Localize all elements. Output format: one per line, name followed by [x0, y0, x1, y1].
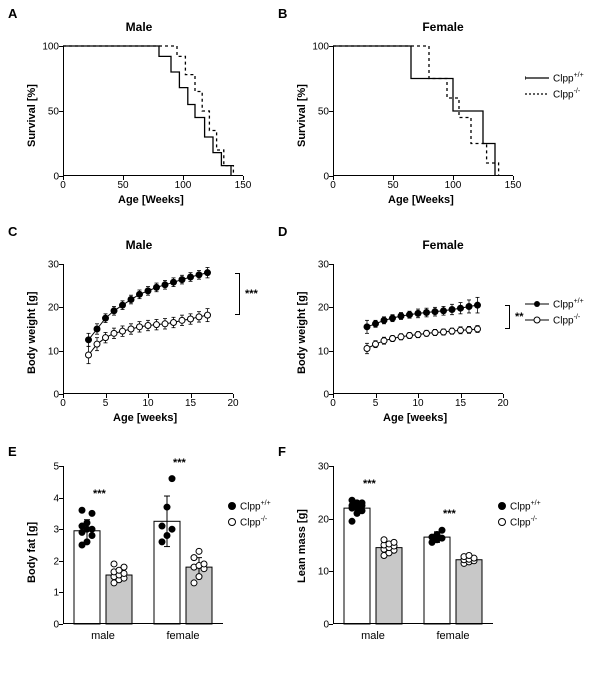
x-tick: 15 — [176, 398, 206, 409]
chart-title: Female — [278, 238, 608, 252]
solid-closed-dot-icon — [525, 298, 549, 310]
x-tick: 150 — [498, 180, 528, 191]
legend-label: Clpp+/+ — [240, 500, 271, 512]
chart-title: Male — [8, 20, 270, 34]
x-tick: 0 — [318, 180, 348, 191]
x-tick: 100 — [168, 180, 198, 191]
x-tick: 0 — [318, 398, 348, 409]
axes — [63, 46, 243, 176]
legend-wt-dot-line: Clpp+/+ — [525, 298, 584, 310]
legend-ko-line: Clpp-/- — [525, 88, 580, 100]
chart-title: Female — [278, 20, 608, 34]
legend-ko-dot-line: Clpp-/- — [525, 314, 580, 326]
chart-title: Male — [8, 238, 270, 252]
weight-male-panel: MaleBody weight [g]Age [weeks]0102030051… — [8, 226, 270, 416]
x-tick: 15 — [446, 398, 476, 409]
survival-female-panel: FemaleSurvival [%]Age [Weeks]05010005010… — [278, 8, 608, 198]
x-tick: 5 — [361, 398, 391, 409]
x-tick: 100 — [438, 180, 468, 191]
closed-dot-icon — [228, 502, 236, 510]
x-tick: 5 — [91, 398, 121, 409]
sig-bracket — [509, 305, 510, 329]
x-axis-label: Age [weeks] — [113, 412, 177, 424]
dashed-line-icon — [525, 88, 549, 100]
category-label: female — [158, 630, 208, 642]
significance-label: ** — [515, 311, 524, 323]
legend-label: Clpp+/+ — [553, 298, 584, 310]
closed-dot-icon — [498, 502, 506, 510]
bodyfat-panel: Body fat [g]male***female***012345 — [8, 446, 270, 660]
axes — [333, 466, 493, 624]
leanmass-panel: Lean mass [g]male***female***0102030 — [278, 446, 608, 660]
y-tick: 4 — [29, 493, 59, 504]
solid-open-dot-icon — [525, 314, 549, 326]
x-axis-label: Age [Weeks] — [118, 194, 184, 206]
category-label: male — [348, 630, 398, 642]
legend-label: Clpp-/- — [553, 88, 580, 100]
y-tick: 10 — [299, 567, 329, 578]
x-tick: 20 — [488, 398, 518, 409]
legend-wt-dot: Clpp+/+ — [228, 500, 271, 512]
open-dot-icon — [498, 518, 506, 526]
axes — [333, 46, 513, 176]
survival-male-panel: MaleSurvival [%]Age [Weeks]0501000501001… — [8, 8, 270, 198]
y-tick: 10 — [299, 346, 329, 357]
x-axis-label: Age [Weeks] — [388, 194, 454, 206]
y-tick: 30 — [299, 462, 329, 473]
x-tick: 10 — [133, 398, 163, 409]
sig-bracket — [239, 273, 240, 315]
axes — [63, 264, 233, 394]
category-label: female — [428, 630, 478, 642]
legend-label: Clpp+/+ — [553, 72, 584, 84]
y-tick: 0 — [299, 620, 329, 631]
open-dot-icon — [228, 518, 236, 526]
x-tick: 0 — [48, 398, 78, 409]
legend-label: Clpp-/- — [553, 314, 580, 326]
axes — [63, 466, 223, 624]
significance-label: *** — [245, 288, 258, 300]
legend-label: Clpp-/- — [240, 516, 267, 528]
legend-label: Clpp-/- — [510, 516, 537, 528]
y-tick: 20 — [299, 514, 329, 525]
y-tick: 20 — [299, 303, 329, 314]
x-tick: 50 — [378, 180, 408, 191]
legend-label: Clpp+/+ — [510, 500, 541, 512]
solid-line-icon — [525, 72, 549, 84]
y-tick: 1 — [29, 588, 59, 599]
y-tick: 50 — [299, 107, 329, 118]
y-tick: 3 — [29, 525, 59, 536]
y-tick: 20 — [29, 303, 59, 314]
x-tick: 10 — [403, 398, 433, 409]
x-tick: 150 — [228, 180, 258, 191]
y-tick: 50 — [29, 107, 59, 118]
legend-wt-line: Clpp+/+ — [525, 72, 584, 84]
y-tick: 100 — [299, 42, 329, 53]
legend-wt-dot-f: Clpp+/+ — [498, 500, 541, 512]
y-tick: 100 — [29, 42, 59, 53]
y-tick: 2 — [29, 556, 59, 567]
category-label: male — [78, 630, 128, 642]
x-tick: 50 — [108, 180, 138, 191]
y-tick: 0 — [29, 620, 59, 631]
legend-ko-dot-f: Clpp-/- — [498, 516, 537, 528]
figure-root: A B C D E F MaleSurvival [%]Age [Weeks]0… — [0, 0, 613, 676]
legend-ko-dot: Clpp-/- — [228, 516, 267, 528]
axes — [333, 264, 503, 394]
y-tick: 30 — [299, 260, 329, 271]
x-tick: 20 — [218, 398, 248, 409]
x-axis-label: Age [weeks] — [383, 412, 447, 424]
y-tick: 10 — [29, 346, 59, 357]
x-tick: 0 — [48, 180, 78, 191]
y-tick: 30 — [29, 260, 59, 271]
y-tick: 5 — [29, 462, 59, 473]
